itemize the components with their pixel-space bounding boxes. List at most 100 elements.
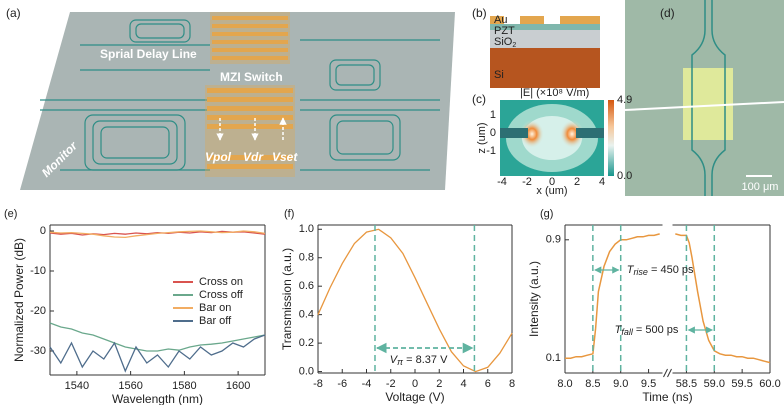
x-tick-label: 8.5 [585,378,600,390]
x-tick-label: 59.5 [731,378,752,390]
x-tick-label: 8.0 [557,378,572,390]
x-tick-label: 1580 [172,380,196,392]
x-axis-label: Voltage (V) [385,390,444,404]
y-tick-label: -10 [30,265,46,277]
layer-label: PZT [494,25,515,37]
switch-electrodes [205,12,295,177]
layer-label: Si [494,69,504,81]
y-tick-label: 0.2 [299,337,314,349]
x-axis-label: Time (ns) [642,390,692,404]
y-tick-label: 0.9 [546,234,561,246]
x-tick-label: -2 [386,378,396,390]
y-tick-label: 0 [490,127,496,139]
panel-label: (d) [660,6,675,20]
panel-a: (a) Sprial Delay Line MZI Switch Monitor… [6,6,455,190]
annotation-sub: rise [633,267,648,277]
legend-label: Bar off [199,315,232,327]
y-tick-label: 0.1 [546,352,561,364]
x-tick-label: 2 [436,378,442,390]
x-tick-label: 4 [460,378,466,390]
annotation: Vπ = 8.37 V [390,354,448,367]
annotation-rest: = 8.37 V [403,354,448,366]
panel-label: (c) [472,92,486,106]
vset-label: Vset [272,150,298,164]
x-tick-label: 1560 [118,380,142,392]
panel-label: (a) [6,6,21,20]
probe-arrows [216,117,287,141]
vdr-label: Vdr [243,150,264,164]
annotation: Tfall = 500 ps [615,324,679,337]
vpol-label: Vpol [205,150,232,164]
y-axis-label: z (um) [476,122,488,153]
y-axis-label: Transmission (a.u.) [280,248,294,350]
colorbar-tick-label: 4.9 [617,94,632,106]
y-axis-label: Normalized Power (dB) [12,238,26,362]
colorbar-title: |E| (×10⁸ V/m) [520,87,589,99]
x-axis-label: Wavelength (nm) [112,392,203,405]
annotation: Trise = 450 ps [627,264,694,277]
panel-c: (c) |E| (×10⁸ V/m) [472,87,614,176]
y-tick-label: 0 [40,225,46,237]
x-tick-label: 8 [509,378,515,390]
y-tick-label: 0.8 [299,252,314,264]
annotation-base: V [390,354,399,366]
panel-label: (b) [472,6,487,20]
x-tick-label: 59.0 [704,378,725,390]
colorbar-tick-label: 0.0 [617,170,632,182]
waveguides [40,19,440,171]
x-tick-label: 1600 [226,380,250,392]
annotation-rest: = 450 ps [648,264,694,276]
x-tick-label: 60.0 [759,378,780,390]
y-tick-label: -30 [30,345,46,357]
panel-label: (g) [540,208,553,220]
x-tick-label: -6 [337,378,347,390]
x-axis-label: x (um) [536,185,567,197]
x-tick-label: 0 [412,378,418,390]
annotation-rest: = 500 ps [633,324,679,336]
series-line [49,230,266,239]
y-tick-label: 1 [490,109,496,121]
x-tick-label: 6 [485,378,491,390]
delay-label: Sprial Delay Line [100,47,197,61]
series-line [49,322,266,352]
x-tick-label: -2 [522,176,532,188]
legend-label: Cross on [199,276,243,288]
x-tick-label: 4 [599,176,605,188]
panel-label: (f) [284,208,294,220]
y-tick-label: 0.0 [299,365,314,377]
series-line [317,228,513,373]
x-tick-label: 2 [574,176,580,188]
x-tick-label: 9.5 [641,378,656,390]
x-tick-label: 0 [549,176,555,188]
annotation-base: T [615,324,623,336]
layer-label: Au [494,14,507,26]
legend-label: Bar on [199,302,231,314]
switch-label: MZI Switch [220,70,283,84]
annotation-base: T [627,264,635,276]
series-line [675,233,771,364]
y-tick-label: 0.6 [299,280,314,292]
axis-break [663,368,672,378]
x-tick-label: -4 [497,176,507,188]
x-tick-label: 9.0 [613,378,628,390]
panel-d: (d) 100 μm [624,0,784,196]
panel-label: (e) [4,208,17,220]
y-tick-label: -1 [486,145,496,157]
y-axis-label: Intensity (a.u.) [527,261,541,337]
panel-b: (b) Au PZT SiO2 Si [472,6,600,88]
y-tick-label: 1.0 [299,223,314,235]
x-tick-label: 1540 [65,380,89,392]
y-tick-label: -20 [30,305,46,317]
x-tick-label: -4 [362,378,372,390]
series-line [565,233,660,359]
x-tick-label: -8 [313,378,323,390]
legend-label: Cross off [199,289,244,301]
layer-label: SiO2 [494,36,516,49]
series-line [49,334,266,373]
scale-bar-label: 100 μm [742,181,779,193]
x-tick-label: 58.5 [676,378,697,390]
annotation-sub: fall [621,327,634,337]
y-tick-label: 0.4 [299,309,314,321]
annotation-sub: π [397,357,404,367]
